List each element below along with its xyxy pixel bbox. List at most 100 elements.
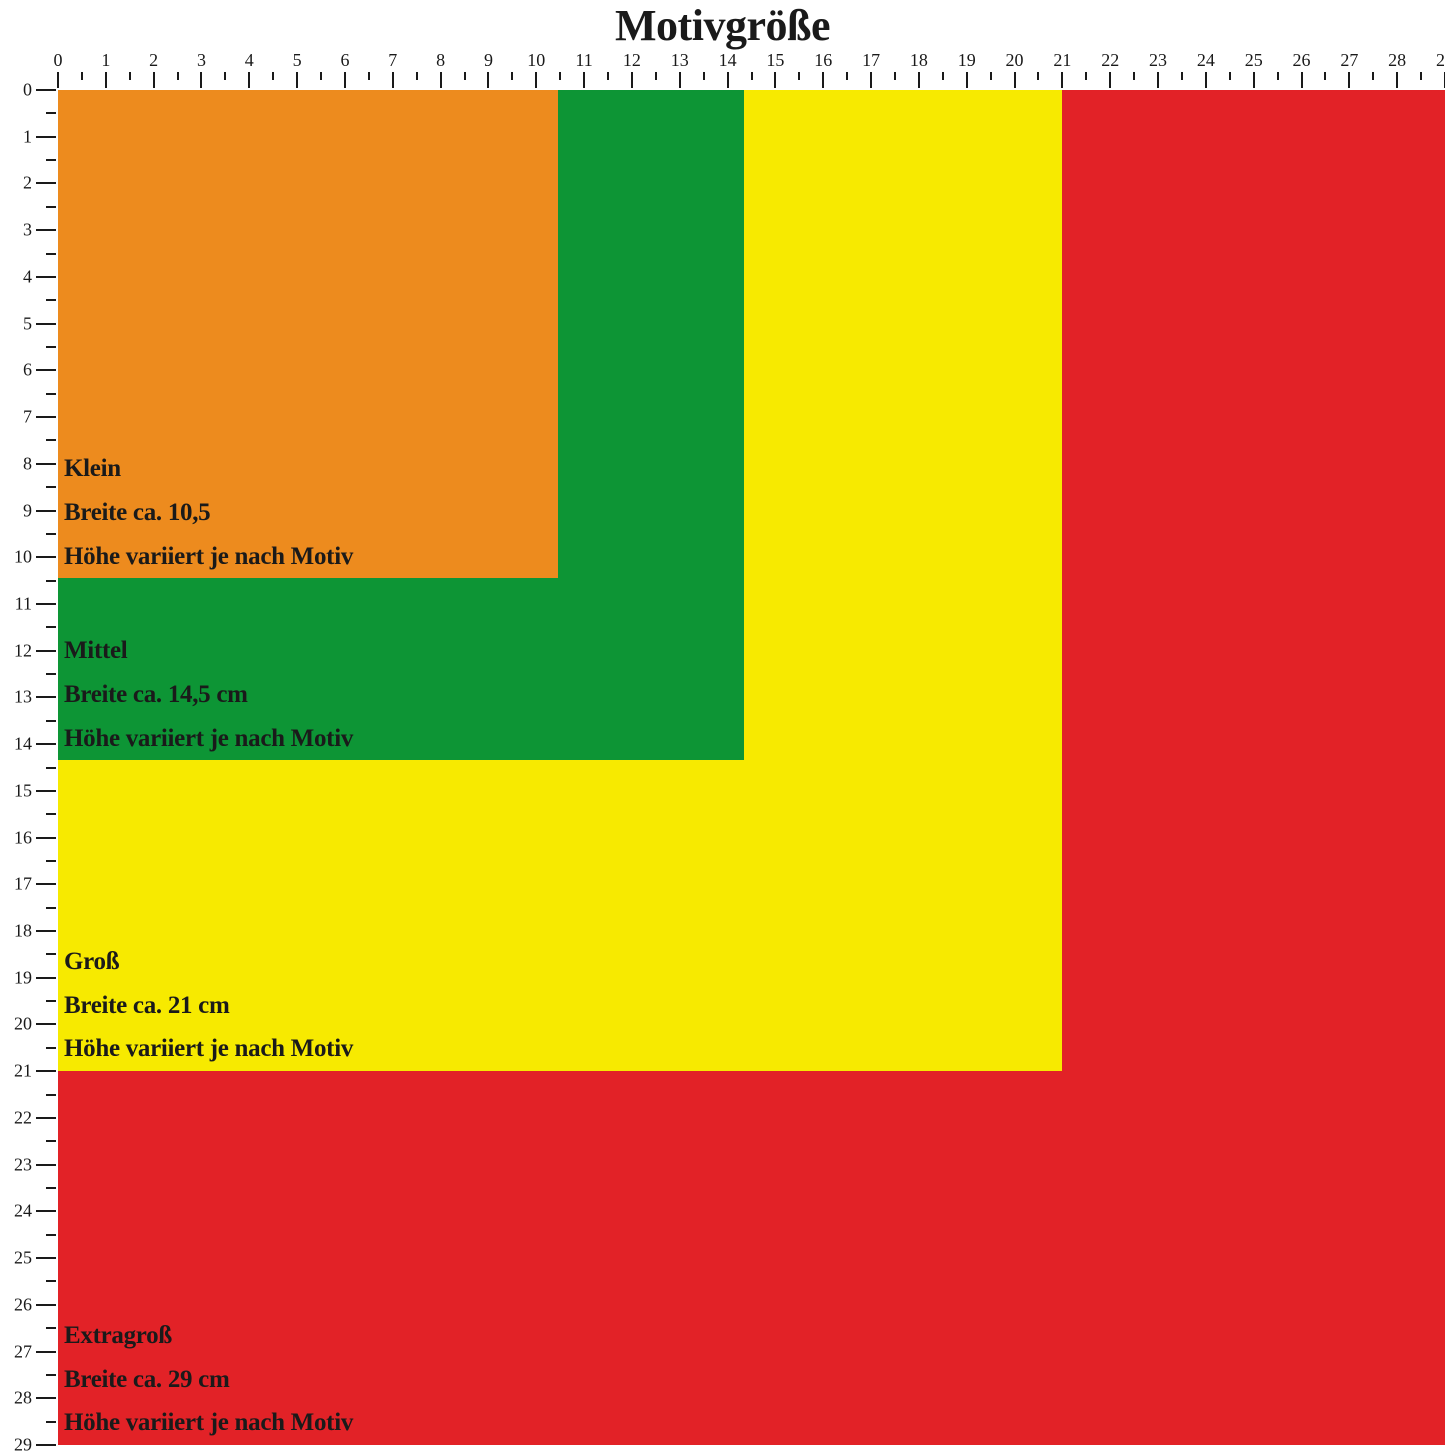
ruler-tick-major	[36, 603, 56, 605]
ruler-tick-major	[36, 276, 56, 278]
ruler-tick-minor	[46, 813, 56, 815]
ruler-tick-minor	[46, 486, 56, 488]
ruler-tick-minor	[46, 1234, 56, 1236]
ruler-tick-major	[36, 1397, 56, 1399]
ruler-tick-minor	[368, 72, 370, 80]
ruler-tick-major	[966, 72, 968, 88]
ruler-tick-minor	[942, 72, 944, 80]
ruler-number: 19	[4, 967, 32, 988]
ruler-tick-major	[36, 1164, 56, 1166]
ruler-number: 7	[4, 407, 32, 428]
ruler-tick-major	[36, 1304, 56, 1306]
ruler-number: 22	[4, 1107, 32, 1128]
size-label: KleinBreite ca. 10,5Höhe variiert je nac…	[64, 447, 353, 578]
ruler-number: 28	[1388, 50, 1406, 71]
ruler-tick-major	[36, 1023, 56, 1025]
ruler-number: 17	[4, 874, 32, 895]
ruler-tick-minor	[46, 1187, 56, 1189]
ruler-tick-minor	[607, 72, 609, 80]
size-label-line: Klein	[64, 447, 353, 491]
ruler-number: 14	[719, 50, 737, 71]
ruler-tick-minor	[177, 72, 179, 80]
ruler-number: 28	[4, 1388, 32, 1409]
ruler-tick-minor	[46, 1374, 56, 1376]
ruler-tick-major	[1014, 72, 1016, 88]
ruler-number: 26	[4, 1294, 32, 1315]
ruler-tick-major	[440, 72, 442, 88]
ruler-tick-major	[1157, 72, 1159, 88]
ruler-tick-minor	[46, 1280, 56, 1282]
ruler-tick-major	[105, 72, 107, 88]
ruler-tick-minor	[1229, 72, 1231, 80]
ruler-tick-minor	[1420, 72, 1422, 80]
ruler-tick-minor	[320, 72, 322, 80]
ruler-number: 12	[4, 640, 32, 661]
ruler-tick-minor	[46, 1047, 56, 1049]
ruler-number: 11	[575, 50, 592, 71]
size-label-line: Höhe variiert je nach Motiv	[64, 717, 353, 761]
ruler-number: 10	[4, 547, 32, 568]
size-label-line: Höhe variiert je nach Motiv	[64, 535, 353, 579]
ruler-tick-major	[487, 72, 489, 88]
ruler-tick-minor	[46, 907, 56, 909]
ruler-tick-minor	[46, 580, 56, 582]
ruler-tick-minor	[46, 720, 56, 722]
ruler-tick-minor	[46, 393, 56, 395]
ruler-tick-minor	[81, 72, 83, 80]
ruler-number: 13	[4, 687, 32, 708]
ruler-tick-major	[36, 1351, 56, 1353]
ruler-tick-major	[1348, 72, 1350, 88]
ruler-tick-minor	[1085, 72, 1087, 80]
ruler-tick-major	[679, 72, 681, 88]
chart-area: ExtragroßBreite ca. 29 cmHöhe variiert j…	[58, 90, 1445, 1445]
ruler-tick-major	[36, 930, 56, 932]
ruler-number: 18	[910, 50, 928, 71]
ruler-tick-minor	[511, 72, 513, 80]
ruler-tick-minor	[559, 72, 561, 80]
ruler-tick-major	[36, 977, 56, 979]
ruler-tick-major	[918, 72, 920, 88]
ruler-number: 15	[766, 50, 784, 71]
ruler-tick-minor	[46, 1000, 56, 1002]
ruler-tick-minor	[894, 72, 896, 80]
ruler-tick-major	[392, 72, 394, 88]
size-label-line: Groß	[64, 940, 353, 984]
ruler-tick-major	[36, 136, 56, 138]
ruler-tick-minor	[416, 72, 418, 80]
ruler-number: 6	[4, 360, 32, 381]
ruler-tick-minor	[46, 299, 56, 301]
ruler-tick-minor	[46, 767, 56, 769]
ruler-tick-major	[36, 369, 56, 371]
ruler-tick-major	[1109, 72, 1111, 88]
ruler-number: 27	[1340, 50, 1358, 71]
size-label-line: Breite ca. 14,5 cm	[64, 673, 353, 717]
size-label-line: Mittel	[64, 629, 353, 673]
ruler-number: 1	[4, 126, 32, 147]
ruler-number: 24	[1197, 50, 1215, 71]
size-label-line: Höhe variiert je nach Motiv	[64, 1401, 353, 1445]
ruler-number: 16	[4, 827, 32, 848]
ruler-number: 11	[4, 593, 32, 614]
ruler-number: 24	[4, 1201, 32, 1222]
ruler-number: 29	[1436, 50, 1445, 71]
ruler-number: 15	[4, 780, 32, 801]
ruler-tick-minor	[990, 72, 992, 80]
diagram-title: Motivgröße	[0, 0, 1445, 51]
ruler-number: 23	[1149, 50, 1167, 71]
ruler-tick-minor	[46, 953, 56, 955]
ruler-tick-major	[36, 416, 56, 418]
ruler-number: 2	[149, 50, 158, 71]
ruler-tick-major	[36, 1444, 56, 1446]
ruler-tick-minor	[46, 206, 56, 208]
ruler-tick-major	[822, 72, 824, 88]
ruler-number: 20	[4, 1014, 32, 1035]
ruler-tick-major	[248, 72, 250, 88]
size-label: MittelBreite ca. 14,5 cmHöhe variiert je…	[64, 629, 353, 760]
ruler-number: 2	[4, 173, 32, 194]
ruler-number: 25	[1245, 50, 1263, 71]
size-label: ExtragroßBreite ca. 29 cmHöhe variiert j…	[64, 1314, 353, 1445]
ruler-tick-major	[36, 556, 56, 558]
ruler-number: 22	[1101, 50, 1119, 71]
ruler-tick-major	[727, 72, 729, 88]
ruler-number: 5	[4, 313, 32, 334]
